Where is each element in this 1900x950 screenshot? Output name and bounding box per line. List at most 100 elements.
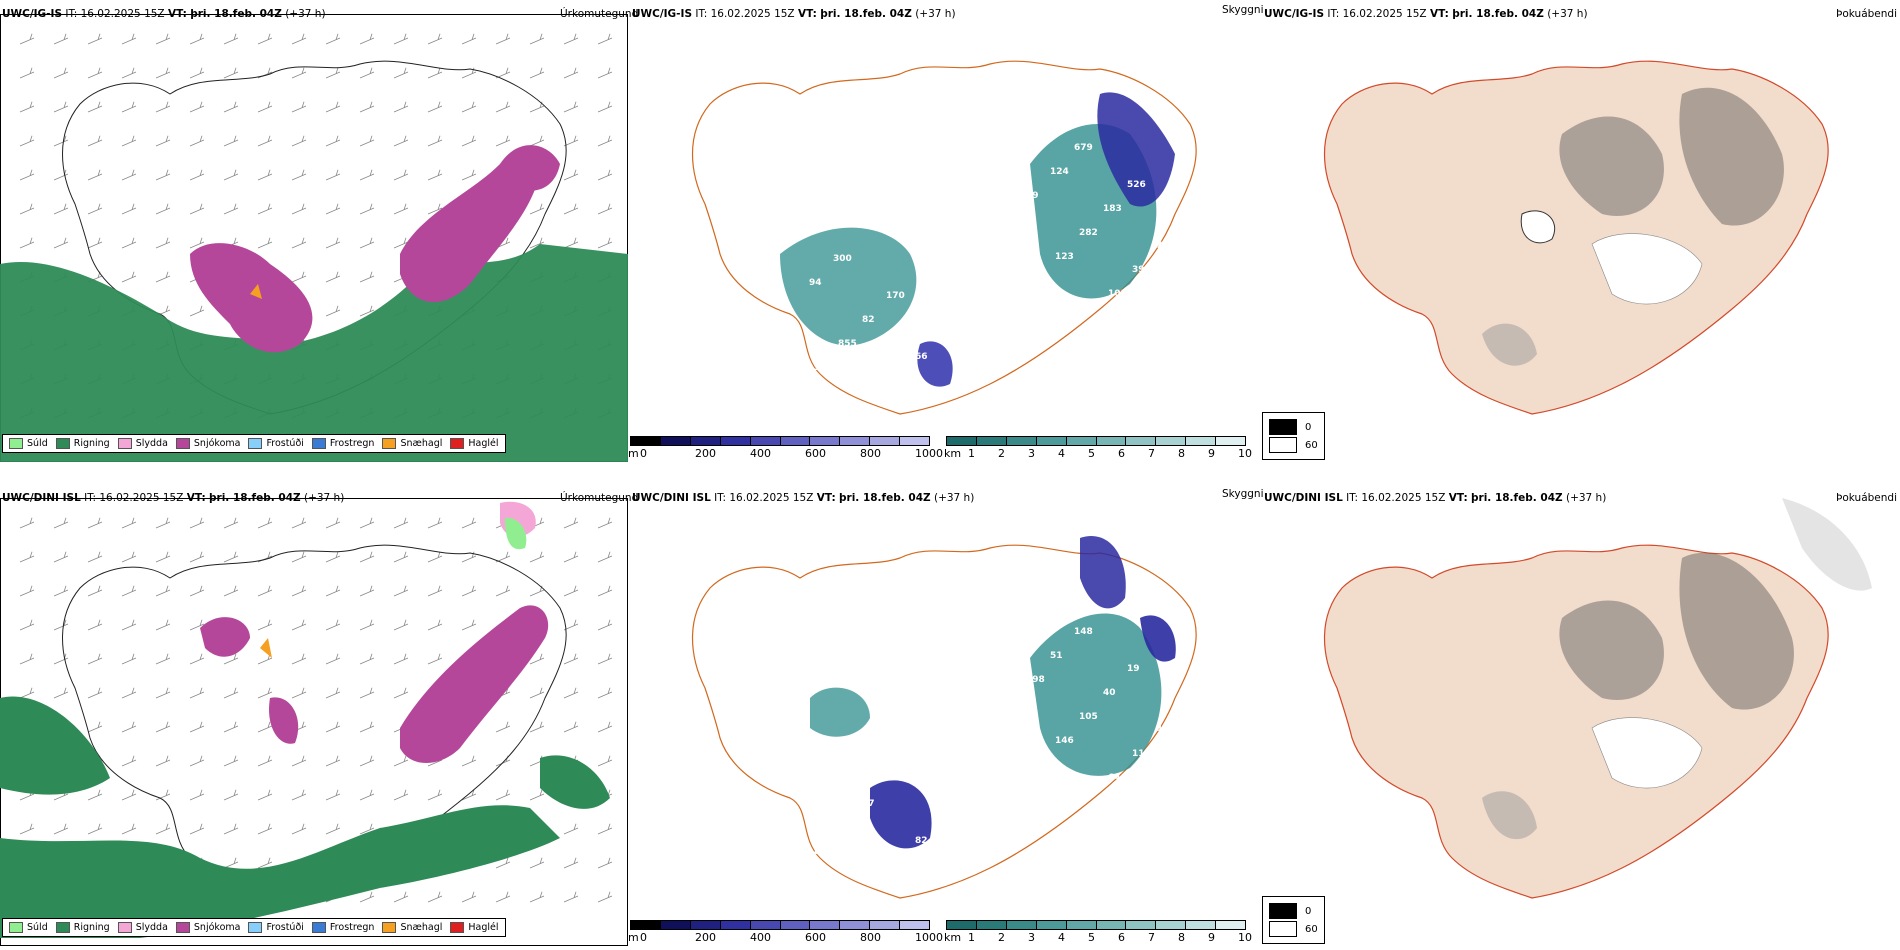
visibility-value: 162 (891, 376, 910, 386)
wind-barb (87, 101, 103, 113)
legend-swatch (117, 438, 132, 449)
wind-barb (87, 653, 103, 665)
wind-barb (155, 517, 171, 529)
visibility-value: 45 (867, 564, 880, 574)
wind-barb (121, 203, 137, 215)
visibility-numbers: 141 74 32 52 147 146 64 229 89 45 40 102 298 105 119 61… (790, 551, 1198, 870)
legend-swatch (117, 922, 132, 933)
legend-swatch (450, 922, 465, 933)
legend-item: Snjókoma (175, 438, 240, 449)
wind-barb (393, 891, 409, 903)
wind-barb (53, 203, 69, 215)
wind-barb (223, 721, 239, 733)
wind-barb (155, 789, 171, 801)
wind-barb (597, 687, 613, 699)
wind-barb (189, 135, 205, 147)
wind-barb (189, 721, 205, 733)
wind-barb (19, 585, 35, 597)
wind-barb (393, 237, 409, 249)
visibility-value: 8 (968, 69, 974, 79)
cbar-tick: 0 (640, 931, 647, 944)
wind-barb (53, 585, 69, 597)
wind-barb (461, 517, 477, 529)
cbar-tick: 9 (1208, 447, 1215, 460)
cbar-tick: 6 (1118, 447, 1125, 460)
legend-swatch (55, 438, 70, 449)
wind-barb (597, 33, 613, 45)
legend-label: Frostregn (329, 438, 375, 449)
wind-barb (87, 517, 103, 529)
wind-barb (359, 619, 375, 631)
legend-label: Frostúði (266, 438, 304, 449)
cbar-tick: 2 (998, 447, 1005, 460)
wind-barb (359, 101, 375, 113)
lead-time: (+37 h) (285, 8, 326, 20)
wind-barb (291, 67, 307, 79)
visibility-value: 61 (1185, 786, 1198, 796)
wind-barb (155, 33, 171, 45)
wind-barb (461, 551, 477, 563)
cbar-tick: 400 (750, 447, 771, 460)
wind-barb (189, 203, 205, 215)
wind-barb (325, 721, 341, 733)
wind-barb (257, 237, 273, 249)
legend-label: Snjókoma (193, 922, 241, 933)
wind-barb (223, 857, 239, 869)
wind-barb (155, 135, 171, 147)
wind-barb (563, 237, 579, 249)
visibility-value: 123 (1055, 252, 1074, 262)
wind-barb (53, 551, 69, 563)
wind-barb (155, 823, 171, 835)
visibility-value: 48 (1156, 725, 1169, 735)
wind-barb (427, 101, 443, 113)
fog-legend: 0 60 (1262, 412, 1325, 460)
visibility-value: 32 (896, 625, 909, 635)
wind-barb (597, 101, 613, 113)
legend-swatch (382, 438, 397, 449)
wind-barb (189, 169, 205, 181)
wind-barb (223, 755, 239, 767)
wind-barb (427, 517, 443, 529)
wind-barb (325, 517, 341, 529)
wind-barb (359, 823, 375, 835)
wind-barb (19, 823, 35, 835)
legend-item: Súld (9, 922, 48, 933)
wind-barb (393, 101, 409, 113)
legend-label: Haglél (468, 922, 499, 933)
wind-barb (121, 721, 137, 733)
cbar-tick: 800 (860, 931, 881, 944)
colorbar-km: km 1 2 3 4 5 6 7 8 9 10 (944, 436, 1252, 460)
visibility-value: 148 (1074, 627, 1093, 637)
visibility-value: 124 (1050, 167, 1069, 177)
wind-barb (155, 169, 171, 181)
lead-time: (+37 h) (1565, 492, 1607, 504)
legend-item: Slydda (117, 922, 168, 933)
model-name: UWC/DINI ISL (632, 492, 711, 504)
wind-barb (53, 823, 69, 835)
visibility-value: 59 (1026, 191, 1039, 201)
wind-barb (223, 101, 239, 113)
vt-value: þri. 18.feb. 04Z (209, 492, 301, 504)
legend-swatch (9, 922, 23, 933)
fog-legend-item: 0 (1269, 903, 1318, 919)
wind-barb (53, 237, 69, 249)
wind-barb (597, 169, 613, 181)
legend-label: Súld (27, 922, 48, 933)
legend-item: Slydda (117, 438, 168, 449)
legend-item: Haglél (450, 922, 499, 933)
legend-item: Súld (9, 438, 48, 449)
panel-header: UWC/DINI ISL IT: 16.02.2025 15Z VT: þri.… (1264, 492, 1606, 504)
wind-barb (393, 687, 409, 699)
wind-barb (87, 135, 103, 147)
visibility-value: 855 (838, 339, 857, 349)
iceland-outline (1324, 544, 1829, 899)
wind-barb (121, 755, 137, 767)
visibility-value: 298 (1026, 675, 1045, 685)
visibility-value: 66 (997, 614, 1010, 624)
legend-item: Snjókoma (175, 922, 241, 933)
wind-barb (427, 67, 443, 79)
wind-barb (155, 551, 171, 563)
visibility-value: 114 (891, 860, 910, 870)
visibility-value: 40 (920, 601, 933, 611)
wind-barb (359, 789, 375, 801)
